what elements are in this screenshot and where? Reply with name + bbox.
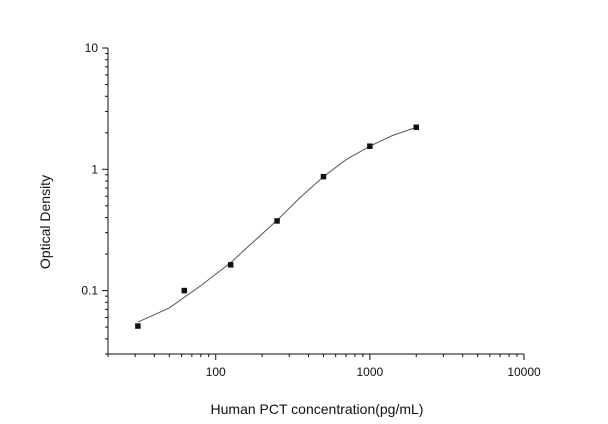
x-axis-label: Human PCT concentration(pg/mL) (211, 401, 424, 417)
y-tick-label: 10 (85, 41, 99, 55)
y-tick-label: 1 (91, 162, 98, 176)
data-point (135, 323, 141, 329)
data-point (274, 218, 280, 224)
ticks: 100 1000 10000 0.1 1 10 (81, 41, 541, 379)
data-point (181, 287, 188, 294)
data-point (320, 173, 327, 180)
fit-curve (137, 126, 417, 323)
axes (107, 48, 524, 355)
data-point (227, 262, 234, 268)
x-tick-label: 100 (206, 365, 226, 379)
data-points (135, 124, 420, 329)
data-point (367, 143, 373, 149)
y-axis-label: Optical Density (37, 175, 53, 269)
x-tick-label: 1000 (357, 365, 384, 379)
y-tick-label: 0.1 (81, 284, 98, 298)
x-tick-label: 10000 (507, 365, 541, 379)
data-point (413, 124, 420, 131)
